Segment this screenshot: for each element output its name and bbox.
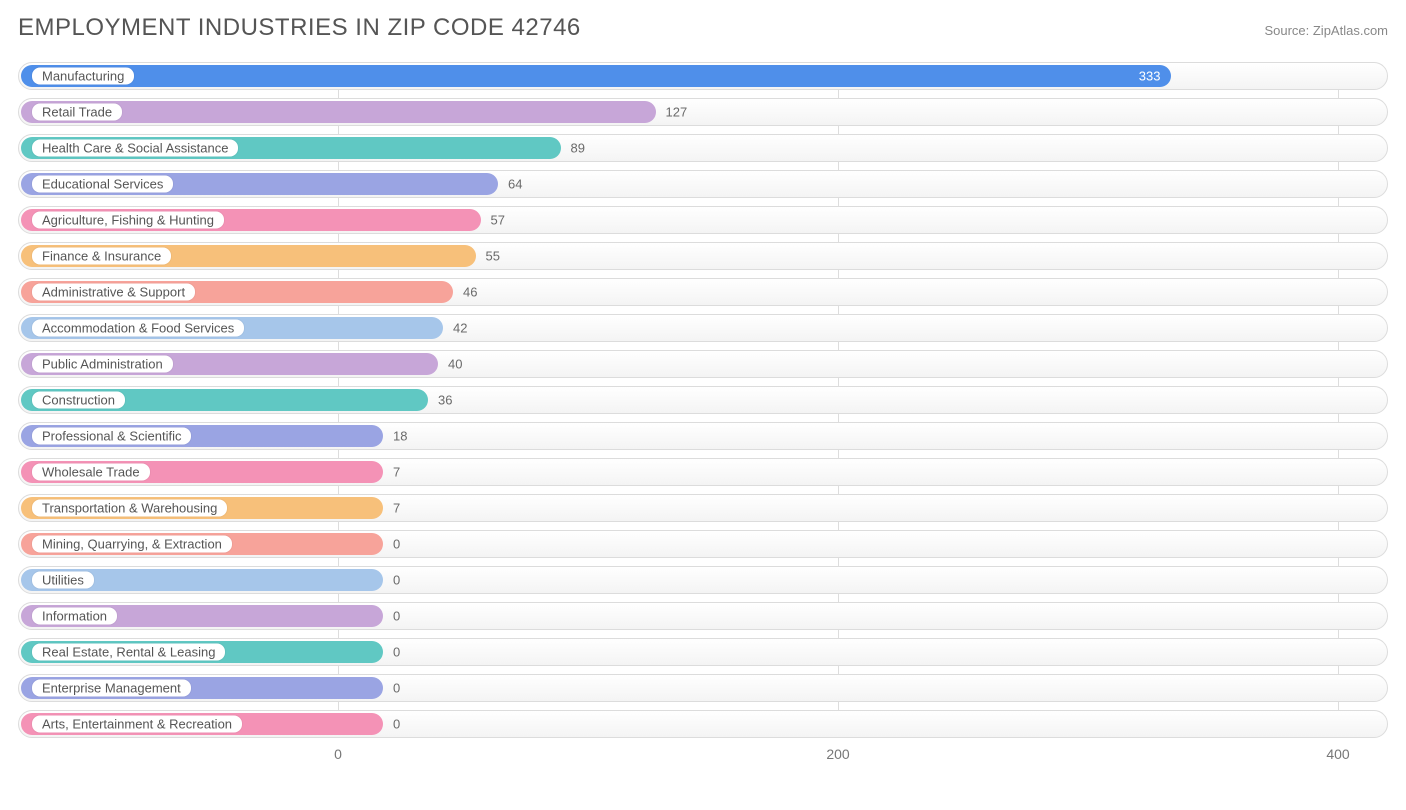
x-tick: 400 — [1326, 746, 1349, 762]
bar-value: 0 — [393, 537, 400, 552]
bar-value: 0 — [393, 645, 400, 660]
bar-label: Arts, Entertainment & Recreation — [32, 716, 242, 733]
bar-label: Professional & Scientific — [32, 428, 191, 445]
bar-row: Agriculture, Fishing & Hunting 57 — [18, 206, 1388, 234]
bar-row: Health Care & Social Assistance 89 — [18, 134, 1388, 162]
bar-value: 333 — [1139, 69, 1161, 84]
bar-value: 46 — [463, 285, 477, 300]
bar-value: 89 — [571, 141, 585, 156]
bar-label: Educational Services — [32, 176, 173, 193]
plot-area: 333 Manufacturing Retail Trade 127 Health Ca… — [18, 62, 1388, 770]
bar-value: 7 — [393, 465, 400, 480]
bar-row: Enterprise Management 0 — [18, 674, 1388, 702]
bar: 333 — [21, 65, 1171, 87]
bar-row: Retail Trade 127 — [18, 98, 1388, 126]
bar-label: Enterprise Management — [32, 680, 191, 697]
bar-label: Agriculture, Fishing & Hunting — [32, 212, 224, 229]
bar-label: Accommodation & Food Services — [32, 320, 244, 337]
bar-label: Real Estate, Rental & Leasing — [32, 644, 225, 661]
bar-row: Wholesale Trade 7 — [18, 458, 1388, 486]
bar-row: Transportation & Warehousing 7 — [18, 494, 1388, 522]
bar-label: Transportation & Warehousing — [32, 500, 227, 517]
bar-label: Administrative & Support — [32, 284, 195, 301]
bar-value: 18 — [393, 429, 407, 444]
bar-row: Administrative & Support 46 — [18, 278, 1388, 306]
bar-value: 7 — [393, 501, 400, 516]
bar-label: Public Administration — [32, 356, 173, 373]
bar-label: Finance & Insurance — [32, 248, 171, 265]
bar-label: Construction — [32, 392, 125, 409]
bar-row: Utilities 0 — [18, 566, 1388, 594]
bar-value: 57 — [491, 213, 505, 228]
chart-header: EMPLOYMENT INDUSTRIES IN ZIP CODE 42746 … — [18, 14, 1388, 42]
x-axis: 0 200 400 — [18, 746, 1388, 770]
bar-value: 0 — [393, 717, 400, 732]
chart-title: EMPLOYMENT INDUSTRIES IN ZIP CODE 42746 — [18, 14, 581, 42]
bar-value: 40 — [448, 357, 462, 372]
bar-value: 0 — [393, 573, 400, 588]
bar-row: Accommodation & Food Services 42 — [18, 314, 1388, 342]
bar-label: Utilities — [32, 572, 94, 589]
bar-label: Health Care & Social Assistance — [32, 140, 238, 157]
bar-row: Professional & Scientific 18 — [18, 422, 1388, 450]
bar-row: Finance & Insurance 55 — [18, 242, 1388, 270]
bar-label: Wholesale Trade — [32, 464, 150, 481]
bar-row: Construction 36 — [18, 386, 1388, 414]
chart-source: Source: ZipAtlas.com — [1264, 23, 1388, 38]
bar-value: 55 — [486, 249, 500, 264]
bar-label: Information — [32, 608, 117, 625]
bar-label: Manufacturing — [32, 68, 134, 85]
bar-value: 64 — [508, 177, 522, 192]
bar-value: 0 — [393, 609, 400, 624]
bar-row: Mining, Quarrying, & Extraction 0 — [18, 530, 1388, 558]
bar-row: Public Administration 40 — [18, 350, 1388, 378]
employment-chart: EMPLOYMENT INDUSTRIES IN ZIP CODE 42746 … — [0, 0, 1406, 810]
x-tick: 200 — [826, 746, 849, 762]
bar-row: Information 0 — [18, 602, 1388, 630]
bar-value: 0 — [393, 681, 400, 696]
bar-label: Retail Trade — [32, 104, 122, 121]
bar-row: 333 Manufacturing — [18, 62, 1388, 90]
x-tick: 0 — [334, 746, 342, 762]
bar-row: Arts, Entertainment & Recreation 0 — [18, 710, 1388, 738]
bar-row: Educational Services 64 — [18, 170, 1388, 198]
bar-row: Real Estate, Rental & Leasing 0 — [18, 638, 1388, 666]
bar-value: 127 — [666, 105, 688, 120]
bar-value: 36 — [438, 393, 452, 408]
bars-container: 333 Manufacturing Retail Trade 127 Health Ca… — [18, 62, 1388, 738]
bar-label: Mining, Quarrying, & Extraction — [32, 536, 232, 553]
bar-value: 42 — [453, 321, 467, 336]
